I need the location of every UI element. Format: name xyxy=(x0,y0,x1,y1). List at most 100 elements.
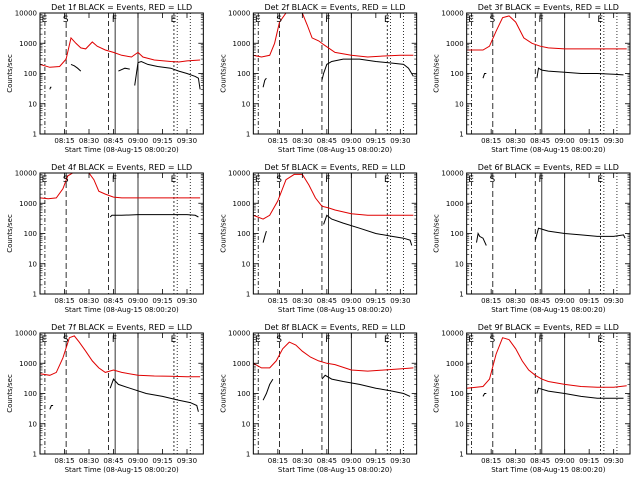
flag-label: F xyxy=(325,335,330,345)
flag-label: F xyxy=(539,335,544,345)
flag-label: F xyxy=(539,15,544,25)
x-tick-label: 08:45 xyxy=(530,457,550,465)
flag-label: E xyxy=(42,335,48,345)
series-line-lld xyxy=(253,12,414,58)
plot-frame xyxy=(39,332,204,455)
x-tick-label: 09:00 xyxy=(341,137,361,145)
series-line-events xyxy=(262,230,267,243)
y-tick-label: 10000 xyxy=(228,170,250,178)
x-tick-label: 09:30 xyxy=(177,297,197,305)
y-tick-label: 10000 xyxy=(441,10,463,18)
y-tick-label: 10 xyxy=(455,100,464,108)
detector-panel-8: 1 10 100 1000 10000 08:15 08:30 08:45 09:00 09:15… xyxy=(219,323,418,474)
y-tick-label: 1 xyxy=(459,291,463,299)
panel-title: Det 6f BLACK = Events, RED = LLD xyxy=(478,163,619,172)
plot-frame xyxy=(252,172,418,295)
x-tick-label: 08:15 xyxy=(268,297,288,305)
y-tick-label: 10 xyxy=(455,260,464,268)
x-tick-label: 09:30 xyxy=(177,457,197,465)
y-tick-label: 100 xyxy=(450,390,463,398)
series-line-events xyxy=(321,58,414,81)
y-axis-label: Counts/sec xyxy=(433,214,441,253)
y-tick-label: 10000 xyxy=(228,10,250,18)
series-line-lld xyxy=(39,172,201,200)
x-axis-label: Start Time (08-Aug-15 08:00:20) xyxy=(278,466,392,474)
y-tick-label: 1 xyxy=(33,291,37,299)
x-tick-label: 09:00 xyxy=(555,137,575,145)
series-line-events xyxy=(323,214,413,246)
x-tick-label: 08:45 xyxy=(317,457,337,465)
x-tick-label: 09:00 xyxy=(341,457,361,465)
x-tick-label: 09:15 xyxy=(152,457,172,465)
y-tick-label: 10 xyxy=(241,260,250,268)
x-tick-label: 08:45 xyxy=(103,297,123,305)
series-line-events xyxy=(482,73,487,79)
panel-title: Det 2f BLACK = Events, RED = LLD xyxy=(264,3,405,12)
series-line-lld xyxy=(39,36,201,68)
x-axis-label: Start Time (08-Aug-15 08:00:20) xyxy=(491,146,605,154)
x-tick-label: 08:15 xyxy=(481,457,501,465)
series-line-events xyxy=(536,67,624,79)
y-tick-label: 1000 xyxy=(19,200,37,208)
y-tick-label: 1000 xyxy=(233,40,251,48)
y-tick-label: 1 xyxy=(459,451,463,459)
flag-label: F xyxy=(325,15,330,25)
flag-label: E xyxy=(468,175,474,185)
y-tick-label: 1 xyxy=(246,291,250,299)
x-tick-label: 08:30 xyxy=(292,137,312,145)
series-line-events xyxy=(536,387,624,399)
detector-panel-1: 1 10 100 1000 10000 08:15 08:30 08:45 09:00 09:15… xyxy=(6,3,204,154)
y-axis-label: Counts/sec xyxy=(433,374,441,413)
x-axis-label: Start Time (08-Aug-15 08:00:20) xyxy=(491,306,605,314)
x-tick-label: 09:00 xyxy=(341,297,361,305)
series-line-lld xyxy=(39,335,201,378)
y-tick-label: 100 xyxy=(24,230,37,238)
x-tick-label: 08:30 xyxy=(79,457,99,465)
flag-label: S xyxy=(63,15,69,25)
x-tick-label: 08:30 xyxy=(79,297,99,305)
detector-panel-9: 1 10 100 1000 10000 08:15 08:30 08:45 09:00 09:15… xyxy=(433,323,631,474)
detector-panel-5: 1 10 100 1000 10000 08:15 08:30 08:45 09:00 09:15… xyxy=(219,163,418,314)
x-tick-label: 08:15 xyxy=(268,137,288,145)
series-line-events xyxy=(262,77,267,88)
plot-frame xyxy=(466,332,631,455)
flag-label: S xyxy=(276,175,282,185)
series-line-events xyxy=(49,86,52,90)
y-axis-label: Counts/sec xyxy=(219,374,227,413)
flag-label: E xyxy=(597,335,603,345)
panel-title: Det 7f BLACK = Events, RED = LLD xyxy=(51,323,192,332)
y-tick-label: 10 xyxy=(455,420,464,428)
flag-label: E xyxy=(255,335,261,345)
x-tick-label: 09:00 xyxy=(128,137,148,145)
y-tick-label: 10000 xyxy=(441,170,463,178)
panel-title: Det 4f BLACK = Events, RED = LLD xyxy=(51,163,192,172)
x-tick-label: 09:15 xyxy=(366,457,386,465)
flag-label: E xyxy=(597,15,603,25)
x-tick-label: 08:45 xyxy=(530,297,550,305)
plot-frame xyxy=(466,172,631,295)
y-tick-label: 100 xyxy=(24,70,37,78)
flag-label: E xyxy=(255,15,261,25)
y-tick-label: 1000 xyxy=(233,200,251,208)
plot-frame xyxy=(252,332,418,455)
series-line-events xyxy=(476,232,487,246)
x-tick-label: 09:15 xyxy=(579,457,599,465)
x-axis-label: Start Time (08-Aug-15 08:00:20) xyxy=(65,466,179,474)
x-tick-label: 09:30 xyxy=(390,457,410,465)
x-tick-label: 08:15 xyxy=(54,297,74,305)
detector-panel-2: 1 10 100 1000 10000 08:15 08:30 08:45 09:00 09:15… xyxy=(219,3,418,154)
x-axis-label: Start Time (08-Aug-15 08:00:20) xyxy=(65,306,179,314)
y-axis-label: Counts/sec xyxy=(6,374,14,413)
y-axis-label: Counts/sec xyxy=(219,54,227,93)
series-line-events xyxy=(109,214,199,218)
flag-label: E xyxy=(42,175,48,185)
x-tick-label: 09:00 xyxy=(128,457,148,465)
y-tick-label: 100 xyxy=(237,230,250,238)
x-tick-label: 09:00 xyxy=(555,457,575,465)
y-tick-label: 10 xyxy=(28,420,37,428)
x-tick-label: 08:30 xyxy=(79,137,99,145)
x-tick-label: 09:15 xyxy=(366,297,386,305)
series-line-events xyxy=(109,378,199,412)
x-tick-label: 08:15 xyxy=(481,297,501,305)
